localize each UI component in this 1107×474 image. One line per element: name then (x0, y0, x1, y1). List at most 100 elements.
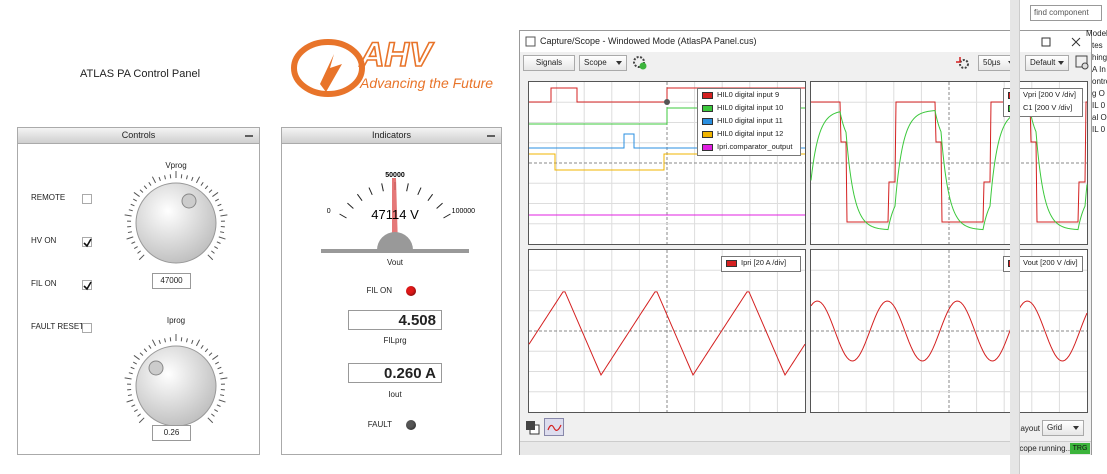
knob-tick (158, 339, 161, 344)
tree-item[interactable]: IL 0 (1092, 101, 1106, 110)
trigger-icon (956, 57, 969, 69)
waveform (810, 110, 1088, 231)
knob-tick (212, 192, 219, 197)
cursor-dot (664, 99, 670, 105)
knob-tick (195, 339, 201, 347)
display-label: Iout (388, 390, 402, 399)
knob-tick (186, 175, 188, 180)
mode-dropdown[interactable]: Scope (579, 55, 627, 71)
knob-tick (133, 361, 137, 365)
gear (959, 59, 969, 69)
tree-item[interactable]: g O (1092, 89, 1105, 98)
display-label: FILprg (383, 336, 407, 345)
knob-tick (124, 214, 132, 217)
legend-label: Vout [200 V /div] (1023, 258, 1078, 267)
tree-item[interactable]: Model Contro (1086, 29, 1107, 38)
gauge-tick (347, 202, 354, 209)
minimize-icon (245, 135, 253, 137)
knob-tick (128, 372, 133, 375)
checkbox[interactable] (82, 280, 92, 291)
gauge-tick (406, 183, 409, 192)
legend-swatch (702, 118, 713, 125)
knob-tick (139, 352, 144, 356)
knob-tick (218, 236, 226, 240)
knob (124, 334, 228, 427)
gauge-tick (436, 202, 443, 209)
gear-badge (639, 62, 647, 70)
controls-panel: Controls REMOTE HV ON FIL ON FAULT RESET Vpro… (17, 127, 260, 455)
tree-item[interactable]: al Ou (1092, 113, 1107, 122)
legend-swatch (702, 105, 713, 112)
knob-tick (214, 409, 219, 413)
front-square (526, 421, 535, 430)
tree-item[interactable]: hing (1092, 53, 1107, 62)
legend-label: HIL0 digital input 12 (717, 129, 784, 138)
maximize-button (1041, 37, 1051, 47)
knob-tick (220, 377, 228, 380)
wave-toggle[interactable] (544, 418, 564, 436)
knob-tick (207, 417, 214, 424)
knob-tick (164, 175, 166, 180)
knob-tick (191, 339, 194, 344)
color-toggle (526, 421, 540, 435)
legend-label: Vpri [200 V /div] (1023, 90, 1076, 99)
indicators-panel: Indicators 0 50000 100000 47114 V Vout FIL ON F… (281, 127, 502, 455)
gauge: 0 50000 100000 47114 V (321, 172, 475, 253)
gauge-tick (427, 193, 434, 201)
knob-tick (127, 394, 132, 397)
knob-tick (127, 231, 132, 234)
knob-tick (143, 185, 148, 190)
preset-dropdown[interactable]: Default (1025, 55, 1069, 71)
waveform (529, 153, 805, 171)
knob-tick (220, 231, 225, 234)
checkbox[interactable] (82, 237, 92, 248)
tree-item[interactable]: IL 0 (1092, 125, 1106, 134)
knob-tick (133, 192, 140, 197)
panel-header: Indicators (282, 128, 501, 144)
tree-item[interactable]: ontro (1092, 77, 1107, 86)
waveform (529, 87, 805, 103)
trigger-indicator: TRG (1070, 443, 1090, 454)
status-text: Scope running... (1014, 444, 1073, 453)
legend-label: Ipri [20 A /div] (741, 258, 787, 267)
plot-canvas (810, 250, 1088, 412)
knob-tick (164, 338, 166, 343)
gear (633, 56, 645, 68)
knob-tick (124, 377, 132, 380)
signals-button[interactable]: Signals (523, 55, 575, 71)
tree-item[interactable]: tes (1092, 41, 1103, 50)
gauge-hub (377, 232, 413, 250)
knob-tick (186, 338, 188, 343)
wave-icon (547, 424, 562, 431)
scope-plot: Vpri [200 V /div] C1 [200 V /div] (810, 81, 1088, 245)
knob-value[interactable]: 47000 (152, 273, 191, 289)
layout-dropdown[interactable]: Grid (1042, 420, 1084, 436)
close-button (1071, 37, 1081, 47)
gauge-needle (392, 178, 398, 246)
checkbox[interactable] (82, 323, 92, 333)
scope-window: Capture/Scope - Windowed Mode (AtlasPA P… (519, 30, 1092, 455)
gauge-tick (417, 187, 422, 196)
waveform (810, 300, 1088, 362)
knob-tick (126, 399, 134, 403)
knob-tick (218, 399, 226, 403)
checkbox[interactable] (82, 194, 92, 204)
wave-path (547, 424, 562, 431)
search-input[interactable]: find component (1030, 5, 1102, 21)
scope-plot: Ipri [20 A /div] (528, 249, 806, 413)
knob-tick (215, 198, 219, 202)
knob-tick (137, 413, 141, 417)
knob-value[interactable]: 0.26 (152, 425, 191, 441)
logo-tagline: Advancing the Future (359, 75, 493, 91)
tree-item[interactable]: A In (1092, 65, 1106, 74)
knob-tick (204, 348, 209, 353)
knob-tick (131, 404, 136, 407)
minimize-icon (487, 135, 495, 137)
dropdown-arrow (1058, 61, 1064, 65)
knob-tick (151, 339, 157, 347)
gauge-tick (443, 213, 451, 219)
scope-plot: Vout [200 V /div] (810, 249, 1088, 413)
scope-plot: HIL0 digital input 9 HIL0 digital input 1… (528, 81, 806, 245)
legend-label: C1 [200 V /div] (1023, 103, 1073, 112)
waveform (811, 101, 1087, 223)
